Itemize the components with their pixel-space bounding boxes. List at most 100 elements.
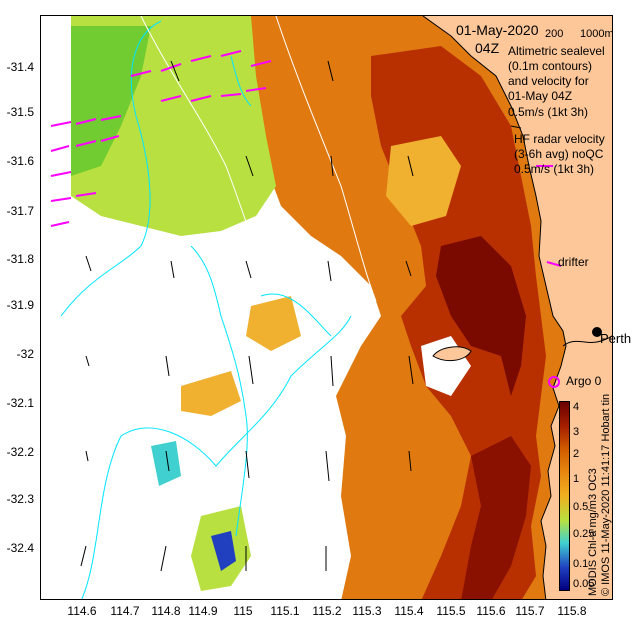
alt-arrow [405,260,412,277]
chl-patch [181,371,241,416]
coastline [422,16,612,599]
map-canvas [41,16,612,599]
hf-arrow [100,135,120,142]
alt-arrow [330,355,334,387]
chl-patch [151,441,181,486]
chl-patch [246,296,301,351]
colorbar-tick: 2 [573,448,580,460]
hf-arrow [50,197,72,202]
x-tick-label: 115.2 [312,604,342,618]
colorbar-tick: 0.25 [573,528,595,540]
product-label: MODIS Chl-a mg/m3 OC3 [587,468,599,596]
alt-arrow [407,155,414,177]
contour-line [260,293,332,337]
y-tick-label: -31.9 [6,298,34,312]
sealevel-contours [60,20,352,599]
legend-hf-2: (3-6h avg) noQC [514,147,604,161]
colorbar [559,401,570,591]
chl-lowest-zone [71,26,151,176]
alt-arrow [408,355,414,385]
x-tick-label: 115.4 [394,604,424,618]
isobath-1000m [140,16,262,267]
alt-arrow [245,260,252,279]
hf-arrow [75,192,97,197]
chl-extreme-zone [436,236,526,396]
alt-arrow [165,355,170,377]
x-tick-label: 115.5 [436,604,466,618]
colorbar-tick: 4 [573,401,580,413]
y-tick-label: -32.1 [6,396,34,410]
x-tick-label: 114.6 [67,604,97,618]
credit-text: © IMOS 11-May-2020 11:41:17 [600,444,612,596]
alt-arrow [325,450,330,482]
chl-mid-zone [386,136,461,226]
river-swan [562,335,612,347]
hf-arrow [160,63,182,72]
legend-argo: Argo 0 [566,374,602,388]
hf-arrow [50,171,72,177]
alt-arrow [327,60,334,82]
colorbar-tick: 1 [573,473,580,485]
isobath-label-200: 200 [545,28,564,40]
chl-extreme-zone [461,436,531,599]
alt-arrow [85,450,89,462]
y-tick-label: -31.4 [6,60,34,74]
hf-arrow [190,55,212,62]
hf-arrow [220,50,242,57]
hf-arrow [130,70,152,77]
y-tick-label: -32 [16,347,34,361]
hf-arrow [190,95,212,102]
hf-arrow [100,115,122,121]
legend-drifter: drifter [558,255,589,269]
x-tick-label: 115.8 [557,604,587,618]
x-tick-label: 115.1 [270,604,300,618]
contour-line [81,315,352,599]
y-tick-label: -31.8 [6,252,34,266]
contour-line [60,20,162,317]
y-tick-label: -32.2 [6,445,34,459]
hf-arrow [75,140,97,147]
isobath-label-1000: 1000m [580,28,614,40]
alt-arrow [510,125,522,129]
alt-arrow [170,60,180,82]
coastline-path [422,16,567,599]
x-tick-label: 115.3 [352,604,382,618]
map-date: 01-May-2020 [456,22,539,38]
legend-altimetric-speed: 0.5m/s (1kt 3h) [508,105,589,119]
hf-arrow [245,87,267,92]
contour-line [230,55,252,107]
argo-marker [548,376,560,388]
alt-arrow [85,255,92,272]
alt-arrow [85,355,90,367]
colorbar-tick: 3 [573,426,580,438]
x-tick-label: 114.7 [110,604,140,618]
legend-hf-1: HF radar velocity [514,132,605,146]
city-perth: Perth [600,331,632,346]
contour-line [190,245,248,537]
x-tick-label: 115 [233,604,253,618]
chl-patch [211,531,236,571]
alt-arrow [165,450,170,472]
alt-arrow [170,260,175,279]
colorbar-tick: 0.1 [573,558,589,570]
alt-arrow [327,260,332,282]
x-tick-label: 115.6 [476,604,506,618]
colorbar-tick: 0.5 [573,501,589,513]
alt-arrow [248,355,254,385]
y-tick-label: -32.4 [6,541,34,555]
rottnest-island [432,346,472,362]
map-frame [40,15,613,600]
perth-marker [592,327,602,337]
hf-arrow [546,261,562,267]
legend-altimetric-4: 01-May 04Z [508,89,573,103]
hf-arrow [50,121,72,127]
alt-arrow [160,545,167,572]
hobart-label: Hobart tin [600,393,612,442]
x-tick-label: 114.9 [188,604,218,618]
legend-altimetric-2: (0.1m contours) [508,59,593,73]
x-tick-label: 114.8 [151,604,181,618]
hf-arrow [250,60,272,67]
isobath-200m [275,16,377,302]
hf-radar-arrows [50,50,562,267]
y-tick-label: -31.7 [6,204,34,218]
